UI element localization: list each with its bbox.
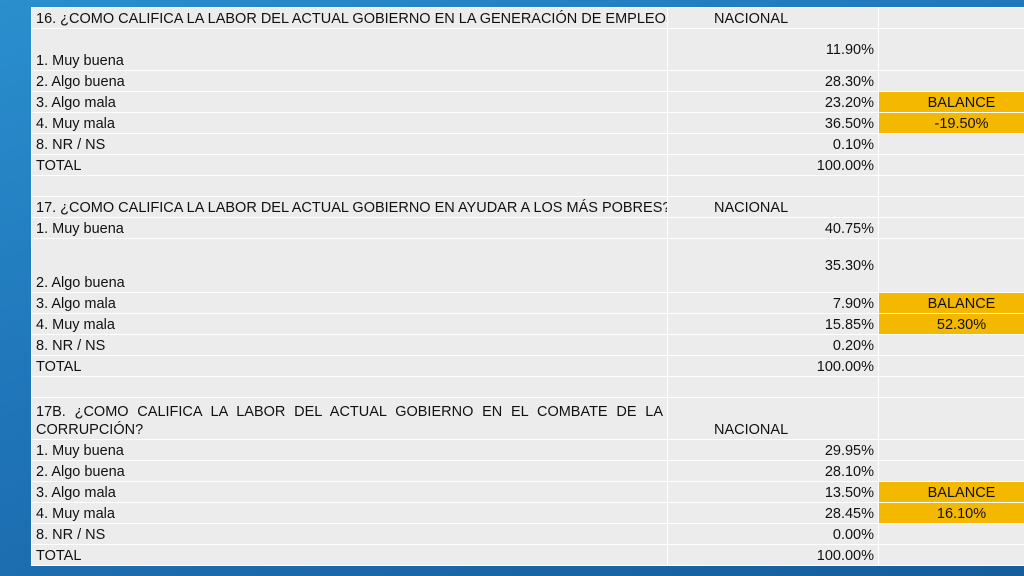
empty-cell [878,544,1024,566]
table-row: TOTAL 100.00% [31,154,1024,176]
table-row: 2. Algo buena 28.30% [31,70,1024,92]
row-label: 3. Algo mala [31,481,668,503]
row-label: 2. Algo buena [31,70,668,92]
row-value: 28.45% [667,502,879,524]
row-value: 23.20% [667,91,879,113]
question-17b: 17B. ¿COMO CALIFICA LA LABOR DEL ACTUAL … [31,397,668,440]
row-value: 0.20% [667,334,879,356]
row-label: 4. Muy mala [31,112,668,134]
table-row: 17B. ¿COMO CALIFICA LA LABOR DEL ACTUAL … [31,397,1024,440]
empty-cell [667,376,879,398]
row-value: 100.00% [667,355,879,377]
table-row: 4. Muy mala 28.45% 16.10% [31,502,1024,524]
table-row: 3. Algo mala 23.20% BALANCE [31,91,1024,113]
row-label: 8. NR / NS [31,334,668,356]
empty-cell [878,460,1024,482]
empty-cell [878,238,1024,293]
row-label: 3. Algo mala [31,91,668,113]
empty-cell [878,196,1024,218]
table-row: 8. NR / NS 0.00% [31,523,1024,545]
row-value: 11.90% [667,28,879,71]
row-value: 13.50% [667,481,879,503]
row-value: 40.75% [667,217,879,239]
empty-cell [31,175,668,197]
empty-cell [878,217,1024,239]
empty-cell [31,376,668,398]
table-row: TOTAL 100.00% [31,355,1024,377]
data-table-container: 16. ¿COMO CALIFICA LA LABOR DEL ACTUAL G… [31,7,1024,566]
empty-cell [667,175,879,197]
row-value: 15.85% [667,313,879,335]
empty-cell [878,7,1024,29]
table-row: 8. NR / NS 0.20% [31,334,1024,356]
row-value: 28.30% [667,70,879,92]
row-label: 4. Muy mala [31,313,668,335]
table-row: 4. Muy mala 15.85% 52.30% [31,313,1024,335]
row-value: 29.95% [667,439,879,461]
empty-cell [878,28,1024,71]
table-row: 8. NR / NS 0.10% [31,133,1024,155]
empty-cell [878,334,1024,356]
balance-value: 52.30% [878,313,1024,335]
table-row: 4. Muy mala 36.50% -19.50% [31,112,1024,134]
table-row: 3. Algo mala 13.50% BALANCE [31,481,1024,503]
balance-label: BALANCE [878,481,1024,503]
empty-cell [878,376,1024,398]
row-value: 100.00% [667,544,879,566]
table-row: 2. Algo buena 28.10% [31,460,1024,482]
row-label: 3. Algo mala [31,292,668,314]
empty-cell [878,175,1024,197]
empty-cell [878,397,1024,440]
question-17: 17. ¿COMO CALIFICA LA LABOR DEL ACTUAL G… [31,196,668,218]
row-label: 2. Algo buena [31,238,668,293]
question-16: 16. ¿COMO CALIFICA LA LABOR DEL ACTUAL G… [31,7,668,29]
row-label: 4. Muy mala [31,502,668,524]
balance-label: BALANCE [878,292,1024,314]
row-label: 1. Muy buena [31,439,668,461]
row-label: TOTAL [31,154,668,176]
row-value: 7.90% [667,292,879,314]
row-label: 1. Muy buena [31,217,668,239]
empty-cell [878,439,1024,461]
row-value: 0.10% [667,133,879,155]
table-row: 2. Algo buena 35.30% [31,238,1024,293]
empty-cell [878,133,1024,155]
row-value: 28.10% [667,460,879,482]
empty-cell [878,154,1024,176]
row-value: 36.50% [667,112,879,134]
table-row: 1. Muy buena 29.95% [31,439,1024,461]
survey-table: 16. ¿COMO CALIFICA LA LABOR DEL ACTUAL G… [31,7,1024,566]
row-value: 100.00% [667,154,879,176]
table-row: 1. Muy buena 11.90% [31,28,1024,71]
table-row: 1. Muy buena 40.75% [31,217,1024,239]
row-label: TOTAL [31,355,668,377]
balance-value: -19.50% [878,112,1024,134]
balance-label: BALANCE [878,91,1024,113]
nacional-header: NACIONAL [667,196,879,218]
spacer-row [31,175,1024,197]
row-label: TOTAL [31,544,668,566]
table-row: 17. ¿COMO CALIFICA LA LABOR DEL ACTUAL G… [31,196,1024,218]
row-label: 2. Algo buena [31,460,668,482]
nacional-header: NACIONAL [667,7,879,29]
empty-cell [878,523,1024,545]
table-row: TOTAL 100.00% [31,544,1024,566]
empty-cell [878,355,1024,377]
table-row: 3. Algo mala 7.90% BALANCE [31,292,1024,314]
row-value: 0.00% [667,523,879,545]
empty-cell [878,70,1024,92]
spacer-row [31,376,1024,398]
row-label: 1. Muy buena [31,28,668,71]
row-label: 8. NR / NS [31,133,668,155]
row-value: 35.30% [667,238,879,293]
balance-value: 16.10% [878,502,1024,524]
row-label: 8. NR / NS [31,523,668,545]
table-row: 16. ¿COMO CALIFICA LA LABOR DEL ACTUAL G… [31,7,1024,29]
nacional-header: NACIONAL [667,397,879,440]
